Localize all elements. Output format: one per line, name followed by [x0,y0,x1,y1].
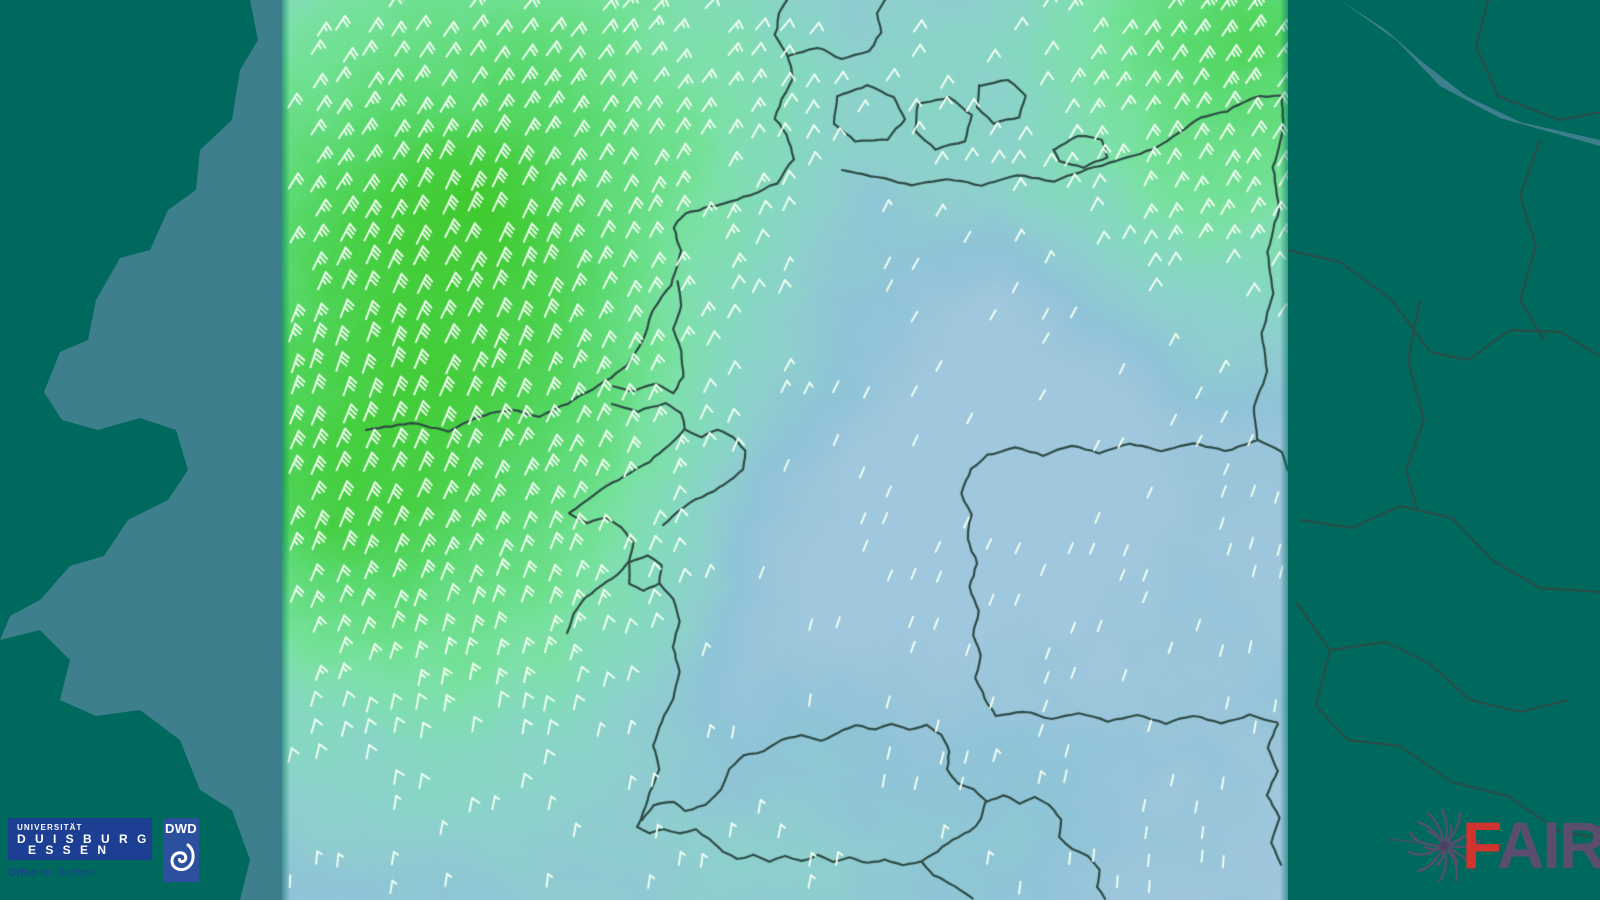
fair-logo[interactable]: FAIR [1381,800,1600,900]
fair-logo-text-air: AIR [1496,808,1600,882]
ude-tagline: Offen im Denken [8,867,152,879]
ude-tagline-bold: Offen [8,867,38,879]
ude-logo-line3: E S S E N [28,843,110,857]
ude-logo-line1: UNIVERSITÄT [17,823,83,832]
dwd-spiral-icon [170,843,195,872]
ude-logo-line2: D U I S B U R G [17,832,150,846]
dwd-logo[interactable]: DWD [163,818,199,882]
wind-barbs-canvas [282,0,1288,900]
fair-logo-text: FAIR [1462,812,1600,878]
ude-tagline-rest: im Denken [40,867,96,879]
ude-logo-box: UNIVERSITÄT D U I S B U R G E S S E N [8,818,152,860]
universitaet-duisburg-essen-logo[interactable]: UNIVERSITÄT D U I S B U R G E S S E N Of… [8,818,152,879]
fair-logo-text-f: F [1462,808,1499,882]
domain-edge-fade-left [282,0,290,900]
dwd-logo-text: DWD [165,821,197,836]
fair-spiral-burst-icon [1381,808,1482,883]
wind-field-layer [282,0,1288,900]
domain-edge-fade-right [1280,0,1288,900]
